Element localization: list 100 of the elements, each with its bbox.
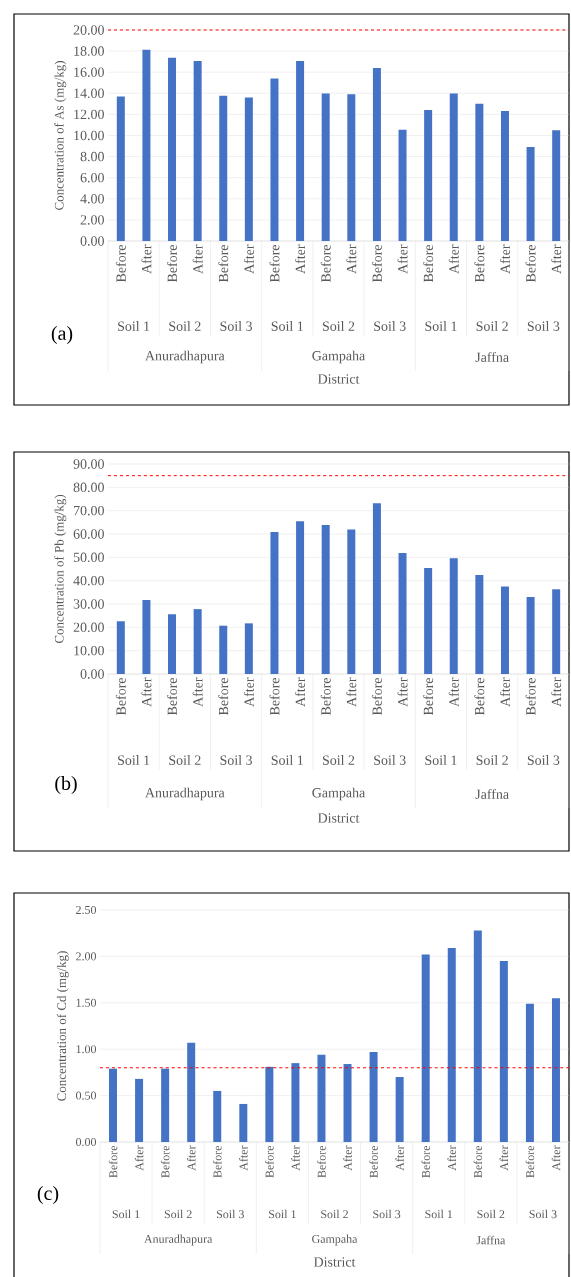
x-tick-label: Before bbox=[167, 244, 178, 283]
bar bbox=[551, 998, 560, 1142]
x-tick-label: After bbox=[499, 677, 510, 707]
x-tick-label: After bbox=[346, 677, 357, 707]
bar bbox=[347, 94, 356, 241]
x-tick-label: After bbox=[192, 677, 203, 707]
y-tick-label: 20.00 bbox=[73, 25, 104, 35]
bar bbox=[421, 954, 430, 1142]
text: Soil 1 bbox=[425, 755, 457, 765]
x-tick-label: Before bbox=[421, 1145, 430, 1178]
bar bbox=[244, 97, 253, 241]
y-tick-label: 12.00 bbox=[74, 109, 104, 120]
y-tick-label: 30.00 bbox=[73, 599, 104, 609]
text: Gampaha bbox=[312, 787, 366, 801]
bar bbox=[525, 1003, 534, 1142]
x-tick-label: Before bbox=[115, 677, 126, 716]
x-tick-label: Before bbox=[473, 1145, 483, 1178]
y-tick-label: 6.00 bbox=[80, 172, 104, 183]
x-tick-label: Before bbox=[371, 244, 382, 283]
x-tick-label: After bbox=[397, 677, 408, 707]
y-tick-label: 0.00 bbox=[76, 1137, 97, 1147]
text: Soil 1 bbox=[118, 321, 150, 331]
bar bbox=[317, 1054, 326, 1142]
bar bbox=[395, 1077, 404, 1142]
x-tick-label: Before bbox=[525, 1145, 535, 1178]
y-tick-label: 8.00 bbox=[80, 151, 104, 162]
bar bbox=[372, 503, 381, 674]
bar bbox=[244, 623, 253, 674]
x-tick-label: Before bbox=[269, 677, 280, 716]
bar bbox=[526, 146, 535, 241]
text: Soil 2 bbox=[322, 755, 355, 765]
x-tick-label: After bbox=[239, 1145, 248, 1171]
bar bbox=[213, 1090, 222, 1142]
y-tick-label: 18.00 bbox=[74, 46, 104, 56]
bar bbox=[187, 1042, 196, 1142]
text: Soil 1 bbox=[112, 1209, 140, 1219]
bar bbox=[475, 103, 484, 241]
x-tick-label: After bbox=[551, 677, 562, 707]
text: Soil 1 bbox=[271, 321, 303, 331]
y-tick-label: 60.00 bbox=[73, 529, 104, 539]
text: Soil 3 bbox=[216, 1209, 244, 1219]
bar bbox=[219, 625, 228, 674]
x-tick-label: After bbox=[291, 1145, 300, 1171]
x-tick-label: Before bbox=[167, 677, 178, 716]
text: Soil 1 bbox=[269, 1209, 296, 1219]
y-tick-label: 0.50 bbox=[76, 1091, 97, 1100]
text: Soil 2 bbox=[476, 321, 508, 331]
text: Soil 2 bbox=[169, 321, 201, 331]
y-tick-label: 2.00 bbox=[80, 215, 104, 225]
y-tick-label: 4.00 bbox=[80, 194, 104, 204]
x-tick-label: After bbox=[141, 677, 152, 707]
x-tick-label: After bbox=[343, 1145, 352, 1171]
bar bbox=[475, 575, 484, 674]
bar bbox=[552, 130, 561, 241]
text: (a) bbox=[51, 325, 73, 345]
x-tick-label: Before bbox=[474, 677, 485, 716]
text: Anuradhapura bbox=[145, 350, 225, 364]
x-axis-title: District bbox=[317, 813, 360, 823]
x-tick-label: After bbox=[243, 677, 254, 707]
x-axis-title: District bbox=[317, 374, 360, 384]
bar bbox=[168, 57, 177, 241]
x-tick-label: Before bbox=[320, 677, 331, 716]
bar bbox=[449, 93, 458, 241]
bar bbox=[424, 110, 433, 241]
x-tick-label: After bbox=[295, 677, 306, 707]
text: Soil 3 bbox=[220, 755, 252, 765]
text: (b) bbox=[55, 775, 77, 795]
text: (c) bbox=[37, 1185, 59, 1205]
bar bbox=[270, 78, 279, 241]
y-tick-label: 10.00 bbox=[74, 130, 104, 141]
text: Soil 2 bbox=[477, 1209, 505, 1219]
x-tick-label: Before bbox=[265, 1145, 274, 1178]
x-tick-label: After bbox=[447, 1145, 457, 1171]
bar bbox=[347, 529, 356, 674]
x-tick-label: Before bbox=[269, 244, 280, 283]
bar bbox=[109, 1068, 118, 1142]
text: Soil 1 bbox=[425, 1209, 453, 1219]
bar bbox=[142, 49, 151, 241]
text: Soil 1 bbox=[118, 755, 150, 765]
y-tick-label: 50.00 bbox=[73, 552, 104, 563]
x-tick-label: After bbox=[448, 244, 459, 274]
x-tick-label: After bbox=[499, 244, 510, 274]
x-tick-label: Before bbox=[423, 677, 434, 716]
x-tick-label: Before bbox=[320, 244, 331, 283]
text: Soil 3 bbox=[373, 1209, 401, 1219]
text: Gampaha bbox=[312, 350, 366, 364]
y-tick-label: 40.00 bbox=[73, 575, 104, 586]
text: Soil 3 bbox=[374, 321, 406, 331]
x-tick-label: Before bbox=[212, 1145, 222, 1178]
x-tick-label: Before bbox=[525, 677, 536, 716]
text: Gampaha bbox=[312, 1234, 358, 1246]
bar bbox=[552, 589, 561, 674]
x-tick-label: After bbox=[346, 244, 357, 274]
x-tick-label: Before bbox=[423, 244, 434, 283]
x-tick-label: Before bbox=[108, 1145, 118, 1178]
bar bbox=[219, 95, 228, 241]
x-tick-label: Before bbox=[474, 244, 485, 283]
y-tick-label: 0.00 bbox=[80, 236, 104, 246]
x-tick-label: After bbox=[551, 244, 562, 274]
bar bbox=[239, 1103, 248, 1142]
